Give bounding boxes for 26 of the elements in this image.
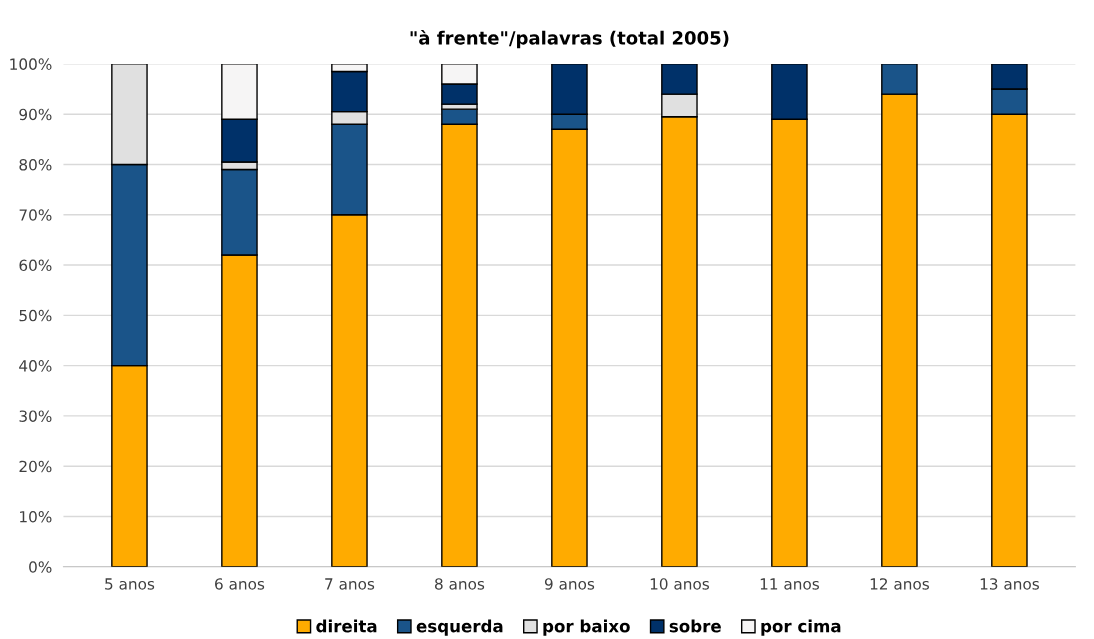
- x-tick-label: 12 anos: [870, 578, 929, 590]
- y-tick-label: 100%: [10, 58, 52, 70]
- y-tick-label: 80%: [19, 158, 52, 171]
- y-tick-label: 40%: [19, 360, 52, 372]
- y-tick-label: 60%: [19, 259, 52, 272]
- legend-label: por baixo: [543, 619, 630, 636]
- chart-title: "à frente"/palavras (total 2005): [410, 30, 729, 49]
- y-tick-label: 90%: [19, 108, 52, 121]
- y-tick-label: 30%: [19, 410, 52, 422]
- x-tick-label: 9 anos: [544, 578, 595, 590]
- y-tick-label: 20%: [19, 460, 52, 473]
- x-tick-label: 10 anos: [650, 578, 709, 590]
- y-tick-label: 50%: [19, 309, 52, 322]
- y-tick-label: 70%: [19, 209, 52, 221]
- x-tick-label: 13 anos: [980, 578, 1039, 590]
- y-tick-label: 10%: [20, 510, 52, 523]
- x-tick-label: 5 anos: [105, 578, 155, 590]
- legend-label: sobre: [669, 619, 721, 633]
- x-tick-label: 11 anos: [760, 578, 819, 590]
- legend-label: esquerda: [416, 619, 503, 636]
- x-tick-label: 8 anos: [435, 578, 485, 590]
- legend-label: direita: [316, 619, 377, 633]
- x-tick-label: 6 anos: [215, 578, 265, 590]
- legend-label: por cima: [761, 619, 841, 636]
- x-tick-label: 7 anos: [325, 578, 375, 590]
- y-tick-label: 0%: [29, 561, 52, 573]
